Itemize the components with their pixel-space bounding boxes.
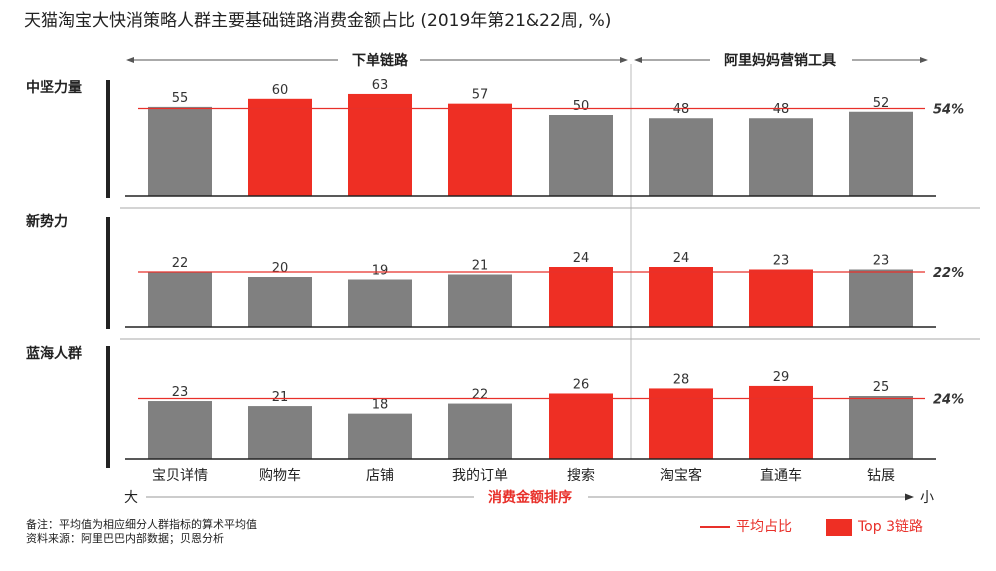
- bar: [649, 118, 713, 196]
- data-label: 20: [272, 261, 289, 276]
- category-label: 我的订单: [452, 468, 508, 484]
- data-label: 55: [172, 91, 189, 106]
- category-label: 店铺: [366, 468, 394, 484]
- bar: [348, 413, 412, 459]
- bar: [248, 406, 312, 459]
- footnote-source: 资料来源：阿里巴巴内部数据；贝恩分析: [26, 532, 224, 545]
- average-label: 54%: [933, 103, 964, 118]
- series-label: 中坚力量: [26, 79, 82, 96]
- bar: [849, 396, 913, 459]
- bar: [348, 279, 412, 327]
- legend-label-top3: Top 3链路: [858, 519, 923, 535]
- bar: [148, 401, 212, 459]
- bar: [849, 111, 913, 196]
- bar: [248, 98, 312, 196]
- series-bracket: [106, 346, 110, 468]
- data-label: 18: [372, 398, 389, 413]
- legend-line-icon: [700, 526, 730, 528]
- series-bracket: [106, 80, 110, 198]
- bar: [849, 269, 913, 327]
- data-label: 25: [873, 380, 890, 395]
- arrow-left-icon: [126, 57, 134, 63]
- data-label: 22: [172, 256, 189, 271]
- category-label: 钻展: [867, 468, 895, 484]
- data-label: 23: [773, 254, 790, 269]
- data-label: 57: [472, 88, 489, 103]
- category-label: 淘宝客: [660, 467, 702, 484]
- data-label: 48: [773, 102, 790, 117]
- bar: [148, 106, 212, 196]
- category-label: 购物车: [259, 467, 301, 484]
- bar: [448, 103, 512, 196]
- legend-item-average: 平均占比: [700, 516, 792, 536]
- data-label: 21: [472, 259, 489, 274]
- data-label: 29: [773, 370, 790, 385]
- axis-label-small: 小: [920, 490, 934, 506]
- axis-label-large: 大: [124, 490, 138, 506]
- series-label: 新势力: [26, 213, 68, 230]
- data-label: 48: [673, 102, 690, 117]
- data-label: 24: [673, 251, 690, 266]
- average-label: 24%: [933, 393, 964, 408]
- bar: [348, 93, 412, 196]
- data-label: 23: [873, 254, 890, 269]
- series-bracket: [106, 217, 110, 329]
- axis-center-label: 消费金额排序: [488, 489, 572, 506]
- bar: [448, 403, 512, 459]
- data-label: 52: [873, 96, 890, 111]
- legend-item-top3: Top 3链路: [826, 516, 923, 536]
- arrow-right-icon: [920, 57, 928, 63]
- data-label: 24: [573, 251, 590, 266]
- category-label: 搜索: [567, 467, 595, 484]
- average-label: 22%: [933, 266, 964, 281]
- bar: [549, 267, 613, 327]
- legend-box-icon: [826, 518, 852, 536]
- data-label: 60: [272, 83, 289, 98]
- bar: [749, 269, 813, 327]
- bar: [549, 115, 613, 196]
- series-label: 蓝海人群: [26, 345, 82, 362]
- bar: [749, 118, 813, 196]
- data-label: 26: [573, 377, 590, 392]
- data-label: 23: [172, 385, 189, 400]
- data-label: 21: [272, 390, 289, 405]
- data-label: 22: [472, 388, 489, 403]
- bar: [549, 393, 613, 459]
- arrow-right-icon: [620, 57, 628, 63]
- data-label: 50: [573, 99, 590, 114]
- category-label: 直通车: [760, 467, 802, 484]
- bar: [148, 272, 212, 327]
- arrow-right-icon: [905, 493, 914, 501]
- data-label: 63: [372, 78, 389, 93]
- bar: [649, 267, 713, 327]
- bar: [448, 274, 512, 327]
- group-label-order-chain: 下单链路: [352, 52, 409, 69]
- legend-label-average: 平均占比: [736, 519, 792, 535]
- footnote-remark: 备注：平均值为相应细分人群指标的算术平均值: [26, 518, 257, 531]
- group-label-marketing-tools: 阿里妈妈营销工具: [724, 52, 836, 69]
- data-label: 19: [372, 264, 389, 279]
- data-label: 28: [673, 372, 690, 387]
- chart-title: 天猫淘宝大快消策略人群主要基础链路消费金额占比 (2019年第21&22周, %…: [24, 11, 612, 31]
- bar: [749, 385, 813, 459]
- bar: [248, 277, 312, 327]
- category-label: 宝贝详情: [152, 468, 208, 484]
- bar: [649, 388, 713, 459]
